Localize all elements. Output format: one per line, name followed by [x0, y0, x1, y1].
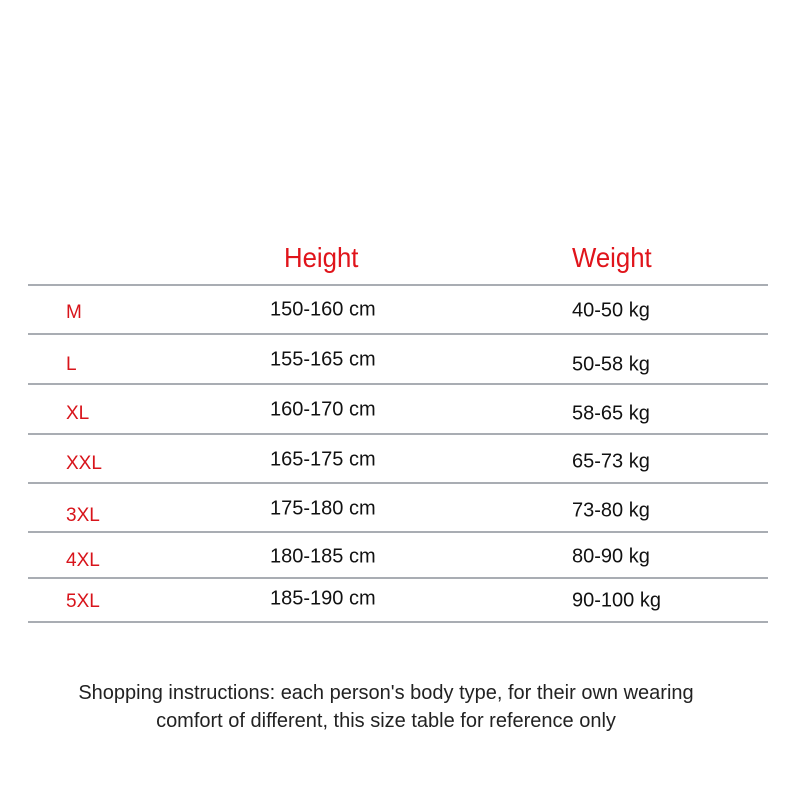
header-weight: Weight [572, 242, 652, 273]
size-label: XXL [66, 453, 102, 474]
height-range: 185-190 cm [270, 587, 376, 610]
height-range: 180-185 cm [270, 545, 376, 568]
shopping-note-line-1: Shopping instructions: each person's bod… [78, 682, 694, 704]
divider [28, 531, 768, 533]
height-range: 150-160 cm [270, 298, 376, 321]
weight-range: 40-50 kg [572, 299, 650, 322]
shopping-note-line-2: comfort of different, this size table fo… [156, 710, 616, 732]
weight-range: 58-65 kg [572, 402, 650, 425]
weight-range: 90-100 kg [572, 589, 661, 612]
weight-range: 50-58 kg [572, 353, 650, 376]
size-label: M [66, 302, 82, 323]
weight-range: 73-80 kg [572, 499, 650, 522]
divider [28, 433, 768, 435]
size-label: 4XL [66, 550, 100, 571]
weight-range: 65-73 kg [572, 450, 650, 473]
height-range: 155-165 cm [270, 348, 376, 371]
weight-range: 80-90 kg [572, 545, 650, 568]
divider [28, 284, 768, 286]
divider [28, 577, 768, 579]
size-label: 5XL [66, 591, 100, 612]
header-height: Height [284, 242, 359, 273]
divider [28, 333, 768, 335]
size-label: L [66, 354, 77, 375]
divider [28, 621, 768, 623]
divider [28, 482, 768, 484]
height-range: 175-180 cm [270, 497, 376, 520]
size-label: XL [66, 403, 90, 424]
height-range: 165-175 cm [270, 448, 376, 471]
height-range: 160-170 cm [270, 398, 376, 421]
divider [28, 383, 768, 385]
size-label: 3XL [66, 505, 100, 526]
